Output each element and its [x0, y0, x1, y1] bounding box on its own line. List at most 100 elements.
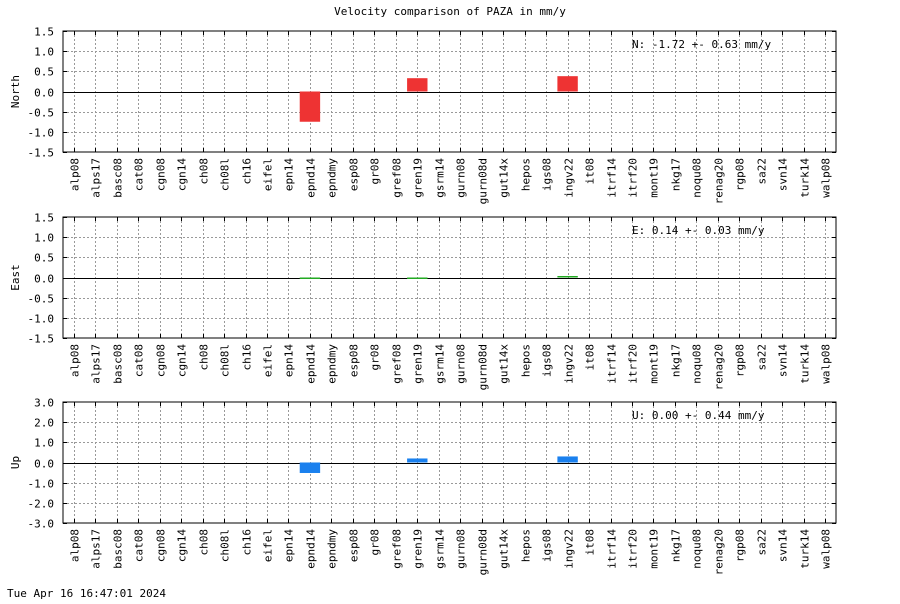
y-tick-label: 3.0	[34, 397, 54, 410]
y-tick-label: 0.0	[34, 458, 54, 471]
x-tick-label: gut14x	[498, 529, 511, 569]
y-axis-label-north: North	[9, 75, 22, 108]
x-tick-label: rgp08	[734, 158, 747, 191]
x-tick-label: hepos	[520, 158, 533, 191]
x-tick-label: gren19	[412, 158, 425, 198]
x-tick-label: gsrm14	[434, 529, 447, 569]
x-tick-label: epn14	[283, 344, 296, 377]
x-tick-label: sa22	[756, 344, 769, 371]
x-tick-label: gurn08	[455, 529, 468, 569]
x-tick-label: basc08	[112, 344, 125, 384]
x-tick-label: itrf20	[627, 344, 640, 384]
x-tick-label: nkg17	[670, 344, 683, 377]
x-tick-label: nkg17	[670, 158, 683, 191]
x-tick-label: eifel	[262, 529, 275, 562]
x-tick-label: gr08	[369, 344, 382, 371]
x-tick-label: ch08l	[219, 529, 232, 562]
x-tick-label: renag20	[713, 158, 726, 204]
x-tick-label: rgp08	[734, 529, 747, 562]
x-tick-label: cgn14	[176, 529, 189, 562]
x-tick-label: gr08	[369, 529, 382, 556]
x-tick-label: gref08	[391, 158, 404, 198]
x-tick-label: noqu08	[691, 529, 704, 569]
x-tick-label: gsrm14	[434, 344, 447, 384]
x-tick-label: itrf14	[606, 158, 619, 198]
x-tick-label: ch08l	[219, 344, 232, 377]
x-tick-label: mont19	[648, 344, 661, 384]
x-tick-label: itrf20	[627, 529, 640, 569]
bar-east-epnd14	[299, 277, 321, 279]
x-tick-label: gref08	[391, 344, 404, 384]
x-tick-label: renag20	[713, 529, 726, 575]
y-tick-label: 0.5	[34, 66, 54, 79]
x-tick-label: cat08	[133, 158, 146, 191]
x-tick-label: ch16	[241, 158, 254, 185]
y-tick-label: -1.0	[28, 478, 55, 491]
x-tick-label: gren19	[412, 344, 425, 384]
x-tick-label: gut14x	[498, 158, 511, 198]
x-tick-label: alp08	[69, 158, 82, 191]
x-tick-label: svn14	[777, 344, 790, 377]
x-tick-label: alp08	[69, 529, 82, 562]
y-axis-label-up: Up	[9, 456, 22, 469]
y-tick-label: 1.5	[34, 26, 54, 39]
y-tick-label: 1.0	[34, 46, 54, 59]
x-tick-label: epnd14	[305, 344, 318, 384]
x-tick-label: gref08	[391, 529, 404, 569]
bar-east-gren19	[407, 277, 428, 279]
y-tick-label: -3.0	[28, 518, 55, 531]
x-tick-label: igs08	[541, 344, 554, 377]
x-tick-label: noqu08	[691, 344, 704, 384]
x-tick-label: cgn14	[176, 158, 189, 191]
x-tick-label: basc08	[112, 158, 125, 198]
x-tick-label: mont19	[648, 529, 661, 569]
x-tick-label: itrf20	[627, 158, 640, 198]
x-tick-label: ch08	[198, 344, 211, 371]
x-tick-label: cgn14	[176, 344, 189, 377]
x-tick-label: esp08	[348, 158, 361, 191]
x-tick-label: ingv22	[563, 344, 576, 384]
x-tick-label: nkg17	[670, 529, 683, 562]
y-tick-label: -1.0	[28, 127, 55, 140]
y-tick-label: 2.0	[34, 417, 54, 430]
x-tick-label: igs08	[541, 158, 554, 191]
x-tick-label: ingv22	[563, 158, 576, 198]
x-tick-label: eifel	[262, 158, 275, 191]
x-tick-label: itrf14	[606, 344, 619, 384]
x-tick-label: cat08	[133, 529, 146, 562]
y-tick-label: 1.5	[34, 212, 54, 225]
x-tick-label: turk14	[799, 344, 812, 384]
annotation-up: U: 0.00 +- 0.44 mm/y	[632, 409, 765, 422]
x-tick-label: cgn08	[155, 529, 168, 562]
x-tick-label: turk14	[799, 529, 812, 569]
x-tick-label: epndmy	[326, 158, 339, 198]
x-tick-label: gurn08	[455, 158, 468, 198]
x-tick-label: renag20	[713, 344, 726, 390]
x-tick-label: ch08	[198, 529, 211, 556]
x-tick-label: epnd14	[305, 529, 318, 569]
x-tick-label: noqu08	[691, 158, 704, 198]
y-tick-label: 0.0	[34, 273, 54, 286]
x-tick-label: ch08	[198, 158, 211, 185]
x-tick-label: svn14	[777, 529, 790, 562]
x-tick-label: gurn08d	[477, 158, 490, 204]
timestamp: Tue Apr 16 16:47:01 2024	[7, 587, 166, 600]
x-tick-label: mont19	[648, 158, 661, 198]
x-tick-label: alps17	[90, 529, 103, 569]
x-tick-label: cgn08	[155, 344, 168, 377]
x-tick-label: alp08	[69, 344, 82, 377]
x-tick-label: gren19	[412, 529, 425, 569]
x-tick-label: ch16	[241, 529, 254, 556]
y-tick-label: -1.0	[28, 313, 55, 326]
chart-title: Velocity comparison of PAZA in mm/y	[334, 5, 566, 18]
annotation-north: N: -1.72 +- 0.63 mm/y	[632, 38, 771, 51]
annotation-east: E: 0.14 +- 0.03 mm/y	[632, 224, 765, 237]
x-tick-label: basc08	[112, 529, 125, 569]
bar-north-gren19	[407, 78, 428, 92]
x-tick-label: gut14x	[498, 344, 511, 384]
x-tick-label: epn14	[283, 158, 296, 191]
x-tick-label: alps17	[90, 158, 103, 198]
x-tick-label: eifel	[262, 344, 275, 377]
